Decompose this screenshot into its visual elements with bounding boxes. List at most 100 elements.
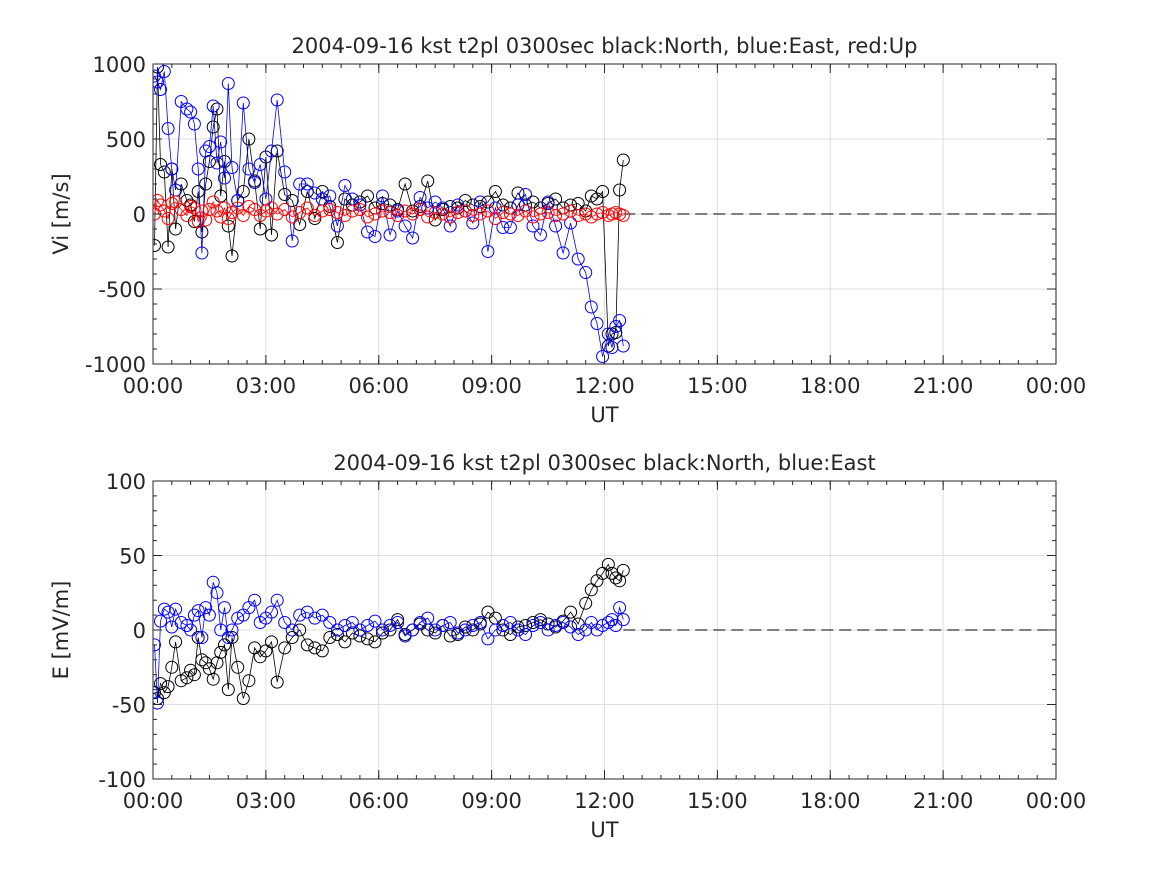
velocity-data-point [161,122,175,135]
efield-data-point [601,616,615,629]
velocity-data-point [157,165,171,179]
efield-data-point [153,638,161,652]
efield-data-point [153,686,161,700]
velocity-data-point [187,117,201,131]
efield-data-point [556,616,570,629]
velocity-data-point [221,77,235,90]
efield-data-point [187,608,201,622]
velocity-data-point [368,230,382,243]
efield-data-point [169,602,183,616]
efield-data-point [609,571,623,585]
velocity-data-point [443,219,457,233]
efield-data-point [571,628,585,641]
efield-data-point [265,635,278,649]
efield-data-point [451,626,465,640]
velocity-data-point [503,207,517,221]
velocity-data-point [534,228,547,242]
velocity-data-point [206,120,220,134]
efield-data-point [519,619,532,632]
efield-data-point [383,623,397,637]
velocity-data-point [466,209,480,222]
efield-data-point [361,632,374,646]
velocity-data-point [391,204,405,218]
efield-data-point [191,631,205,644]
velocity-data-point [315,204,329,218]
velocity-data-point [278,165,292,179]
efield-x-tick-label: 12:00 [574,789,635,813]
velocity-data-point [315,185,329,198]
velocity-data-point [353,203,367,216]
efield-data-point [225,631,239,644]
efield-data-point [218,638,231,652]
efield-data-point [293,623,307,637]
velocity-data-point [202,140,216,153]
velocity-data-point [458,194,472,207]
efield-data-point [549,619,563,632]
efield-data-point [436,619,450,632]
velocity-data-point [596,185,610,198]
velocity-x-tick-label: 06:00 [348,374,409,398]
efield-data-point [270,593,284,607]
velocity-data-point [265,144,278,158]
efield-data-point [154,614,167,628]
velocity-x-tick-label: 18:00 [800,374,861,398]
efield-y-tick-label: -100 [98,768,146,792]
velocity-data-point [361,189,374,203]
velocity-y-tick-label: -1000 [85,353,146,377]
efield-data-point [308,611,322,625]
velocity-data-point [361,210,374,224]
velocity-data-point [601,327,615,341]
efield-data-point [293,608,307,622]
efield-data-point [180,619,194,632]
velocity-data-layer [153,64,1056,363]
efield-data-point [231,660,245,674]
velocity-data-point [590,207,604,221]
velocity-data-point [345,204,359,218]
velocity-y-axis-label: Vi [m/s] [49,173,73,254]
efield-x-axis-label: UT [590,818,618,842]
efield-data-point [236,692,250,705]
velocity-x-tick-label: 09:00 [461,374,522,398]
velocity-data-point [584,300,598,314]
velocity-data-point [253,158,267,171]
velocity-data-point [187,201,201,215]
velocity-data-point [496,206,510,219]
efield-data-point [406,623,420,637]
velocity-data-point [376,189,389,203]
velocity-y-tick-label: 0 [133,203,146,227]
velocity-data-point [195,204,209,218]
efield-data-point [616,563,630,577]
efield-chart-title: 2004-09-16 kst t2pl 0300sec black:North,… [333,451,875,475]
velocity-data-point [383,206,397,219]
efield-data-point [221,631,235,644]
efield-x-tick-label: 15:00 [687,789,748,813]
efield-data-point [601,557,615,571]
velocity-data-point [541,206,555,219]
velocity-data-point [391,209,405,222]
velocity-data-point [308,209,322,222]
velocity-data-point [488,185,502,198]
efield-data-point [534,616,547,629]
efield-data-point [315,644,329,658]
velocity-data-point [285,234,299,248]
velocity-data-point [154,83,167,96]
velocity-data-point [161,240,175,254]
efield-x-tick-label: 00:00 [123,789,184,813]
velocity-data-point [473,207,487,221]
velocity-x-axis-label: UT [590,403,618,427]
velocity-data-point [214,135,228,149]
efield-x-tick-label: 09:00 [461,789,522,813]
velocity-data-point [210,156,224,170]
efield-data-point [323,616,337,629]
velocity-data-point [413,200,427,213]
velocity-data-point [421,210,435,224]
velocity-data-point [265,228,278,242]
efield-data-layer [153,557,1056,710]
velocity-data-point [236,96,250,110]
velocity-data-point [571,252,585,266]
velocity-data-point [225,249,239,263]
velocity-data-point [511,209,525,222]
velocity-data-point [443,210,457,224]
velocity-data-point [153,194,164,207]
velocity-data-point [549,219,563,233]
